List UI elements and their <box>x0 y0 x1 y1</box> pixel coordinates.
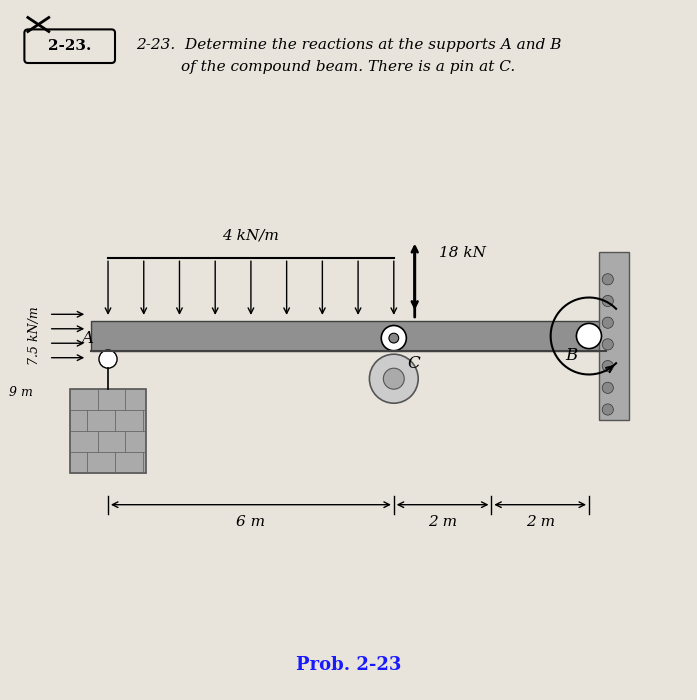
Circle shape <box>602 339 613 350</box>
Text: of the compound beam. There is a pin at C.: of the compound beam. There is a pin at … <box>181 60 516 74</box>
Text: B: B <box>565 347 578 364</box>
Text: 7.5 kN/m: 7.5 kN/m <box>29 307 41 365</box>
Text: 9 m: 9 m <box>9 386 33 398</box>
Text: 2-23.  Determine the reactions at the supports A and B: 2-23. Determine the reactions at the sup… <box>136 38 561 52</box>
Text: 2 m: 2 m <box>526 515 555 529</box>
Circle shape <box>602 317 613 328</box>
Circle shape <box>602 382 613 393</box>
Circle shape <box>389 333 399 343</box>
Circle shape <box>602 404 613 415</box>
Circle shape <box>99 350 117 368</box>
Text: 6 m: 6 m <box>236 515 266 529</box>
Circle shape <box>602 295 613 307</box>
Circle shape <box>383 368 404 389</box>
Text: 2-23.: 2-23. <box>48 39 91 53</box>
Circle shape <box>576 323 602 349</box>
Circle shape <box>369 354 418 403</box>
Bar <box>599 252 629 420</box>
Circle shape <box>602 360 613 372</box>
Text: A: A <box>81 330 93 347</box>
Bar <box>70 389 146 473</box>
Text: Prob. 2-23: Prob. 2-23 <box>296 656 401 674</box>
Text: C: C <box>408 355 420 372</box>
Text: 4 kN/m: 4 kN/m <box>222 229 279 243</box>
Text: 2 m: 2 m <box>428 515 457 529</box>
Circle shape <box>602 274 613 285</box>
Bar <box>91 321 606 351</box>
Circle shape <box>381 326 406 351</box>
Text: 18 kN: 18 kN <box>439 246 486 260</box>
